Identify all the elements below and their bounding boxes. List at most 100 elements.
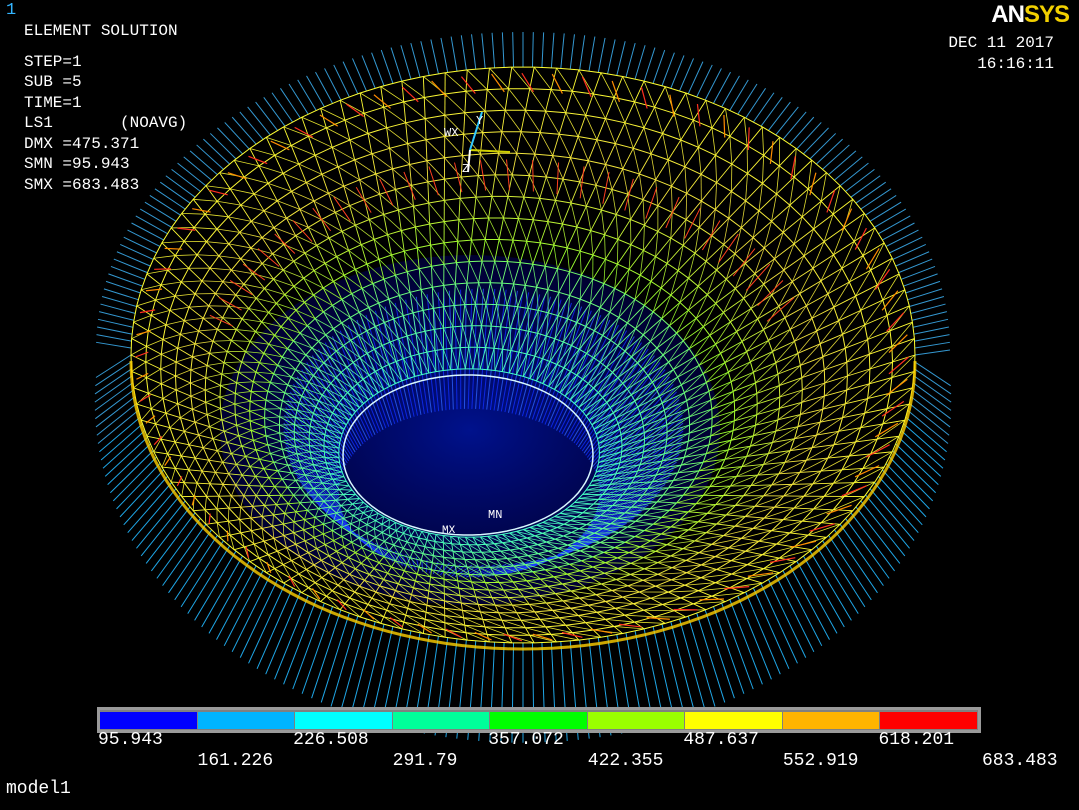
mesh-edge bbox=[590, 546, 615, 548]
mesh-edge bbox=[650, 540, 668, 546]
mesh-edge bbox=[205, 522, 218, 525]
mesh-edge bbox=[346, 508, 358, 512]
mesh-edge bbox=[750, 430, 776, 447]
mesh-edge bbox=[397, 577, 402, 585]
mesh-edge bbox=[466, 261, 470, 284]
mesh-edge bbox=[633, 603, 645, 611]
mesh-edge bbox=[726, 263, 746, 280]
normal-vector bbox=[500, 291, 524, 412]
mesh-edge bbox=[779, 148, 797, 167]
mesh-edge bbox=[532, 242, 541, 265]
mesh-edge bbox=[311, 500, 324, 503]
mesh-edge bbox=[283, 126, 309, 137]
mesh-edge bbox=[694, 343, 716, 358]
legend-value-bottom: 683.483 bbox=[982, 751, 1058, 771]
mesh-edge bbox=[677, 364, 700, 378]
normal-vector bbox=[180, 540, 224, 608]
mesh-edge bbox=[414, 529, 420, 539]
mesh-edge bbox=[579, 230, 592, 252]
mesh-edge bbox=[366, 330, 375, 350]
mesh-edge bbox=[412, 550, 422, 561]
mesh-edge bbox=[801, 188, 809, 217]
mesh-edge bbox=[867, 315, 888, 340]
mesh-edge bbox=[882, 419, 905, 425]
mesh-edge bbox=[251, 530, 255, 545]
normal-vector bbox=[217, 127, 243, 155]
mesh-edge bbox=[730, 361, 751, 383]
mesh-edge bbox=[577, 615, 587, 624]
mesh-edge bbox=[757, 473, 779, 476]
mesh-edge bbox=[336, 510, 348, 514]
mesh-edge bbox=[341, 557, 349, 563]
mesh-edge bbox=[578, 387, 594, 408]
mesh-edge bbox=[255, 371, 271, 383]
mesh-edge bbox=[357, 502, 364, 509]
mesh-edge bbox=[661, 384, 682, 404]
mesh-edge bbox=[466, 566, 470, 575]
mesh-edge bbox=[366, 353, 376, 372]
normal-vector bbox=[231, 116, 257, 145]
mesh-edge bbox=[313, 533, 324, 538]
mesh-edge bbox=[601, 209, 605, 235]
dmx-label: DMX =475.371 bbox=[24, 135, 140, 153]
mesh-edge bbox=[540, 578, 563, 585]
mesh-edge bbox=[617, 412, 641, 425]
mesh-edge bbox=[731, 435, 754, 441]
mesh-edge bbox=[486, 68, 490, 90]
mesh-edge bbox=[350, 515, 354, 524]
mesh-edge bbox=[559, 512, 577, 518]
mesh-edge bbox=[593, 372, 613, 389]
mesh-edge bbox=[352, 362, 370, 376]
mesh-edge bbox=[705, 100, 713, 128]
normal-vector bbox=[911, 389, 951, 420]
mesh-edge bbox=[637, 467, 660, 472]
mesh-edge bbox=[180, 333, 196, 345]
mesh-edge bbox=[644, 424, 667, 440]
mesh-edge bbox=[635, 305, 645, 329]
mesh-edge bbox=[891, 354, 916, 378]
mesh-edge bbox=[734, 263, 746, 289]
mesh-edge bbox=[537, 553, 549, 561]
mesh-edge bbox=[265, 432, 280, 437]
normal-vector bbox=[822, 540, 866, 608]
stress-edge bbox=[136, 330, 151, 336]
mesh-edge bbox=[507, 239, 514, 262]
mesh-edge bbox=[311, 457, 327, 464]
mesh-edge bbox=[444, 607, 464, 619]
mesh-edge bbox=[586, 587, 613, 591]
mesh-edge bbox=[532, 571, 541, 580]
mesh-edge bbox=[715, 466, 743, 479]
mesh-edge bbox=[308, 381, 323, 396]
mesh-edge bbox=[585, 206, 592, 231]
mesh-edge bbox=[570, 607, 597, 613]
mesh-edge bbox=[698, 521, 717, 525]
normal-vector bbox=[189, 150, 218, 176]
mesh-edge bbox=[264, 288, 285, 296]
mesh-edge bbox=[318, 473, 331, 478]
mesh-edge bbox=[468, 544, 473, 553]
stress-edge bbox=[229, 280, 253, 296]
mesh-edge bbox=[235, 474, 243, 486]
mesh-edge bbox=[293, 285, 314, 296]
mesh-edge bbox=[188, 267, 203, 282]
normal-vector bbox=[661, 624, 686, 718]
mesh-edge bbox=[524, 88, 531, 111]
mesh-edge bbox=[526, 580, 534, 589]
mesh-edge bbox=[644, 568, 659, 575]
mesh-edge bbox=[241, 445, 257, 451]
mesh-edge bbox=[547, 200, 556, 222]
mesh-edge bbox=[571, 532, 587, 538]
mesh-edge bbox=[578, 326, 587, 350]
mesh-edge bbox=[194, 421, 210, 428]
mesh-edge bbox=[267, 444, 283, 450]
mesh-edge bbox=[643, 438, 667, 453]
mesh-edge bbox=[838, 295, 856, 321]
mesh-edge bbox=[548, 550, 560, 559]
mesh-edge bbox=[268, 486, 275, 496]
mesh-edge bbox=[444, 136, 463, 156]
mesh-edge bbox=[627, 526, 645, 532]
mesh-edge bbox=[811, 306, 834, 319]
normal-vector bbox=[910, 396, 951, 428]
mesh-edge bbox=[747, 557, 780, 566]
